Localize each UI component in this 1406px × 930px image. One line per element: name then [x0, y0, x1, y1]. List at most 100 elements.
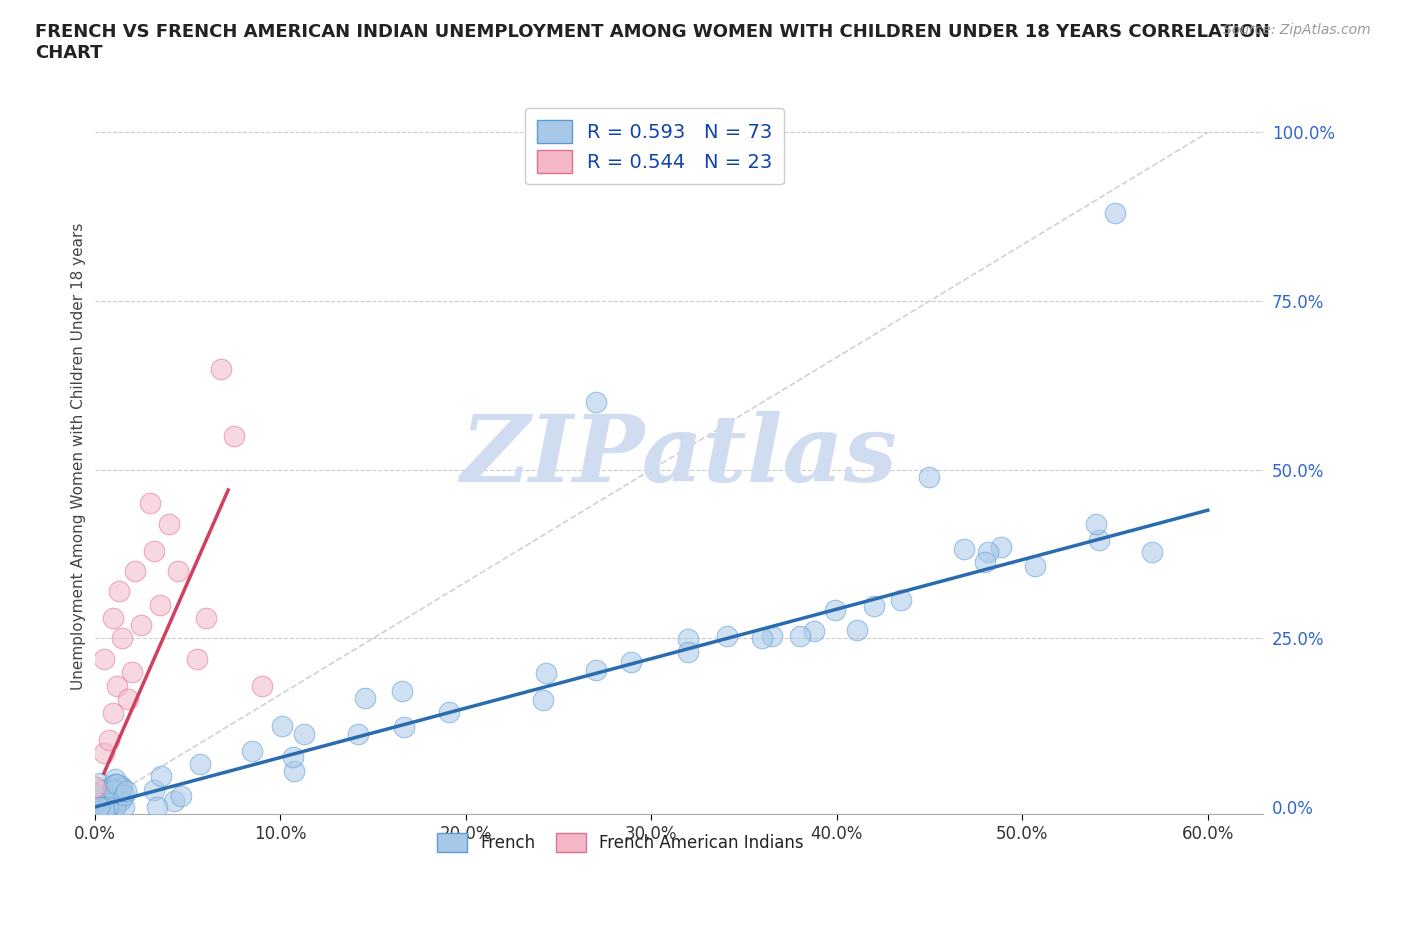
- Point: [89, 800, 111, 815]
- Point: [974, 554, 997, 569]
- Point: [531, 693, 554, 708]
- Point: [761, 629, 783, 644]
- Point: [112, 800, 135, 815]
- Point: [354, 691, 377, 706]
- Text: FRENCH VS FRENCH AMERICAN INDIAN UNEMPLOYMENT AMONG WOMEN WITH CHILDREN UNDER 18: FRENCH VS FRENCH AMERICAN INDIAN UNEMPLO…: [35, 23, 1270, 62]
- Point: [124, 564, 146, 578]
- Point: [111, 631, 134, 645]
- Point: [97, 800, 120, 815]
- Point: [101, 705, 124, 720]
- Point: [163, 794, 186, 809]
- Point: [112, 788, 135, 803]
- Point: [170, 789, 193, 804]
- Point: [292, 727, 315, 742]
- Point: [1104, 206, 1126, 220]
- Point: [100, 794, 122, 809]
- Point: [157, 516, 180, 531]
- Point: [101, 611, 124, 626]
- Text: ZIPatlas: ZIPatlas: [461, 411, 897, 501]
- Point: [107, 584, 129, 599]
- Text: Source: ZipAtlas.com: Source: ZipAtlas.com: [1223, 23, 1371, 37]
- Point: [110, 792, 132, 807]
- Point: [990, 539, 1012, 554]
- Point: [271, 719, 294, 734]
- Point: [110, 778, 132, 793]
- Point: [620, 655, 643, 670]
- Point: [585, 395, 607, 410]
- Point: [89, 792, 111, 807]
- Point: [716, 629, 738, 644]
- Point: [89, 776, 111, 790]
- Point: [91, 783, 114, 798]
- Point: [953, 541, 976, 556]
- Point: [96, 800, 118, 815]
- Point: [789, 629, 811, 644]
- Point: [101, 795, 124, 810]
- Point: [846, 623, 869, 638]
- Point: [110, 792, 132, 807]
- Point: [209, 361, 232, 376]
- Point: [585, 662, 607, 677]
- Point: [824, 603, 846, 618]
- Point: [676, 631, 699, 646]
- Point: [250, 678, 273, 693]
- Point: [114, 784, 136, 799]
- Point: [977, 545, 1000, 560]
- Point: [103, 783, 125, 798]
- Point: [145, 800, 167, 815]
- Point: [167, 564, 190, 578]
- Point: [890, 592, 912, 607]
- Point: [105, 678, 128, 693]
- Point: [93, 800, 115, 815]
- Point: [188, 756, 211, 771]
- Y-axis label: Unemployment Among Women with Children Under 18 years: Unemployment Among Women with Children U…: [72, 222, 86, 690]
- Point: [347, 726, 370, 741]
- Point: [93, 651, 115, 666]
- Point: [148, 597, 170, 612]
- Point: [392, 719, 415, 734]
- Point: [437, 705, 460, 720]
- Point: [186, 651, 208, 666]
- Point: [117, 692, 139, 707]
- Point: [104, 777, 127, 791]
- Point: [1024, 559, 1046, 574]
- Point: [101, 777, 124, 792]
- Point: [103, 800, 125, 815]
- Point: [105, 777, 128, 791]
- Point: [1087, 533, 1109, 548]
- Point: [194, 611, 217, 626]
- Point: [121, 665, 143, 680]
- Point: [129, 618, 152, 632]
- Point: [803, 624, 825, 639]
- Point: [108, 782, 131, 797]
- Point: [1085, 517, 1108, 532]
- Point: [93, 800, 115, 815]
- Point: [83, 787, 105, 802]
- Point: [104, 800, 127, 815]
- Point: [150, 768, 173, 783]
- Point: [98, 732, 121, 747]
- Point: [240, 743, 263, 758]
- Point: [678, 644, 700, 659]
- Point: [143, 783, 166, 798]
- Point: [281, 749, 304, 764]
- Point: [104, 772, 127, 787]
- Point: [110, 787, 132, 802]
- Point: [104, 800, 127, 815]
- Point: [222, 429, 245, 444]
- Point: [283, 764, 305, 778]
- Point: [862, 599, 884, 614]
- Point: [751, 631, 773, 645]
- Point: [101, 800, 124, 815]
- Point: [105, 792, 128, 807]
- Point: [142, 543, 165, 558]
- Point: [101, 795, 124, 810]
- Point: [111, 780, 134, 795]
- Point: [100, 791, 122, 806]
- Point: [1140, 544, 1163, 559]
- Point: [93, 746, 115, 761]
- Point: [391, 684, 413, 698]
- Legend: French, French American Indians: French, French American Indians: [430, 827, 810, 859]
- Point: [83, 779, 105, 794]
- Point: [918, 469, 941, 484]
